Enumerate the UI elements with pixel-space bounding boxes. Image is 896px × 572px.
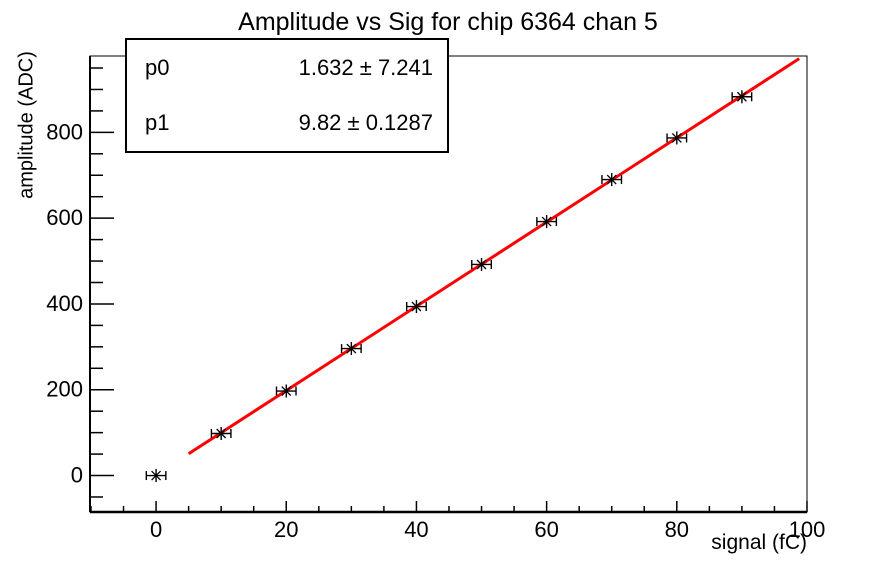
marker-diagonal-arm <box>671 132 682 143</box>
marker-diagonal-arm <box>736 91 747 102</box>
marker-diagonal-arm <box>281 386 292 396</box>
stat-p1-value: 9.82 ± 0.1287 <box>298 110 433 136</box>
x-tick-label: 80 <box>665 517 689 542</box>
stat-row-p0: p0 1.632 ± 7.241 <box>127 40 447 96</box>
x-tick-label: 100 <box>789 517 826 542</box>
chart-title: Amplitude vs Sig for chip 6364 chan 5 <box>238 8 658 36</box>
y-tick-label: 200 <box>46 377 83 402</box>
stat-p0-value: 1.632 ± 7.241 <box>298 54 433 80</box>
y-tick-label: 400 <box>46 291 83 316</box>
x-tick-label: 60 <box>534 517 558 542</box>
stat-p0-name: p0 <box>145 54 170 80</box>
marker-diagonal-arm <box>606 174 617 185</box>
x-tick-label: 0 <box>150 517 162 542</box>
fit-line <box>187 57 801 456</box>
marker-diagonal-arm <box>216 428 227 439</box>
stat-p1-name: p1 <box>145 110 170 136</box>
marker-diagonal-arm <box>411 301 422 312</box>
y-tick-label: 0 <box>71 463 83 488</box>
marker-diagonal-arm <box>476 259 487 270</box>
x-tick-label: 40 <box>404 517 428 542</box>
y-tick-label: 800 <box>46 119 83 144</box>
x-tick-label: 20 <box>274 517 298 542</box>
x-axis-title: signal (fC) <box>711 531 807 554</box>
marker-diagonal-arm <box>346 343 357 354</box>
stat-row-p1: p1 9.82 ± 0.1287 <box>127 96 447 152</box>
y-tick-label: 600 <box>46 205 83 230</box>
marker-diagonal-arm <box>151 470 162 481</box>
y-axis-title: amplitude (ADC) <box>15 51 38 199</box>
marker-diagonal-arm <box>541 216 552 227</box>
fit-stats-box: p0 1.632 ± 7.241 p1 9.82 ± 0.1287 <box>125 38 449 153</box>
